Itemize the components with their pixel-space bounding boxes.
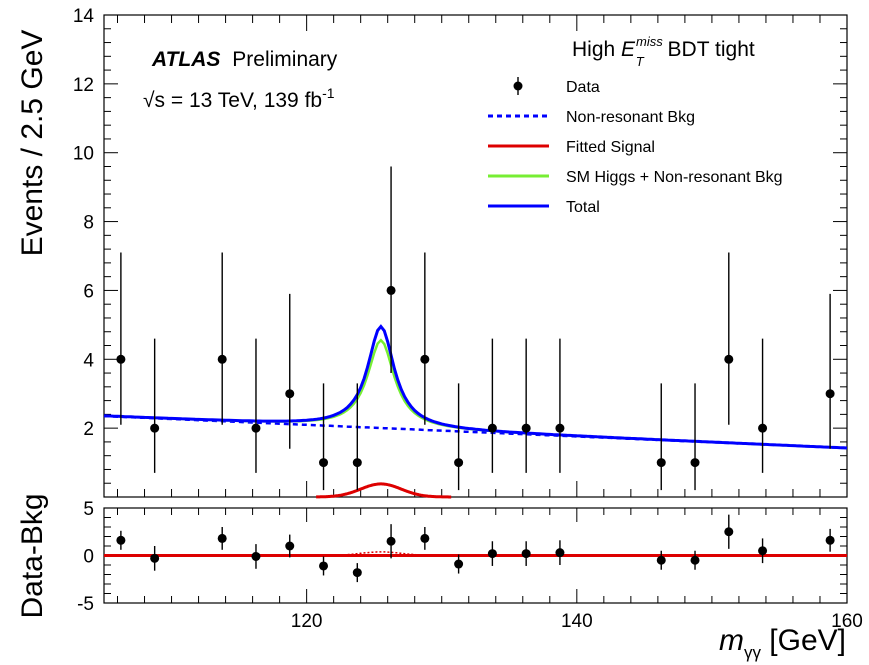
ratio-data-point xyxy=(690,555,700,565)
ratio-data-point xyxy=(352,568,362,578)
atlas-label: ATLAS Preliminary xyxy=(151,48,338,71)
legend-data-marker xyxy=(513,81,523,91)
ratio-data-point xyxy=(656,555,666,565)
main-data-point xyxy=(217,354,227,364)
main-y-tick-label: 8 xyxy=(83,213,94,234)
legend-label: Non-resonant Bkg xyxy=(566,109,695,126)
main-y-tick-label: 14 xyxy=(73,6,95,27)
nonresonant-bkg-curve xyxy=(103,414,848,450)
ratio-data-point xyxy=(116,535,126,545)
ratio-data-point xyxy=(150,553,160,563)
ratio-data-points xyxy=(116,514,835,583)
category-superscript: miss xyxy=(636,34,663,49)
ratio-y-axis-title: Data-Bkg xyxy=(16,493,49,618)
main-fit-curves xyxy=(103,324,848,499)
main-data-point xyxy=(825,389,835,399)
main-data-point xyxy=(487,423,497,433)
category-suffix: BDT tight xyxy=(662,38,755,61)
main-y-tick-label: 6 xyxy=(83,281,94,302)
ratio-data-point xyxy=(217,533,227,543)
energy-lumi-label: √s = 13 TeV, 139 fb-1 xyxy=(143,85,335,112)
ratio-y-tick-label: -5 xyxy=(77,594,94,615)
ratio-x-tick-label: 120 xyxy=(291,611,323,632)
main-y-tick-label: 10 xyxy=(73,144,94,165)
main-data-point xyxy=(116,354,126,364)
main-data-point xyxy=(352,458,362,468)
main-data-point xyxy=(386,285,396,295)
atlas-logo-text: ATLAS xyxy=(151,48,220,71)
lumi-exponent: -1 xyxy=(322,85,335,101)
main-data-point xyxy=(150,423,160,433)
fitted-signal-curve xyxy=(316,482,452,499)
category-label: High Emiss T BDT tight xyxy=(572,34,755,69)
ratio-x-tick-label: 140 xyxy=(561,611,593,632)
ratio-x-tick-label: 160 xyxy=(831,611,863,632)
ratio-data-point xyxy=(386,536,396,546)
main-data-point xyxy=(758,423,768,433)
legend-label: Total xyxy=(566,199,600,216)
main-data-points xyxy=(116,166,835,491)
ratio-data-point xyxy=(454,559,464,569)
main-data-point xyxy=(251,423,261,433)
atlas-preliminary-text: Preliminary xyxy=(232,48,338,71)
x-axis-title: mγγ [GeV] xyxy=(719,624,846,662)
ratio-data-point xyxy=(825,535,835,545)
main-y-tick-label: 2 xyxy=(83,419,94,440)
total-curve xyxy=(103,324,848,450)
main-data-point xyxy=(690,458,700,468)
ratio-data-point xyxy=(487,549,497,559)
ratio-data-point xyxy=(420,533,430,543)
main-plot-frame xyxy=(103,14,848,498)
main-y-tick-label: 12 xyxy=(73,75,94,96)
main-data-point xyxy=(285,389,295,399)
category-subscript: T xyxy=(636,54,645,69)
ratio-data-point xyxy=(285,541,295,551)
ratio-y-tick-label: 0 xyxy=(83,547,94,568)
category-e-symbol: E xyxy=(621,38,636,61)
legend-label: Data xyxy=(566,79,600,96)
main-data-point xyxy=(454,458,464,468)
ratio-data-point xyxy=(319,561,329,571)
ratio-data-point xyxy=(724,527,734,537)
main-data-point xyxy=(319,458,329,468)
ratio-axis-ticks: -5 0 5 120 140 160 xyxy=(77,499,863,632)
ratio-data-point xyxy=(758,546,768,556)
ratio-signal-curve xyxy=(279,551,483,557)
category-prefix: High xyxy=(572,38,621,61)
energy-lumi-text: √s = 13 TeV, 139 fb xyxy=(143,89,322,112)
main-axis-ticks: 2 4 6 8 10 12 14 xyxy=(73,6,847,497)
main-data-point xyxy=(420,354,430,364)
ratio-data-point xyxy=(555,548,565,558)
main-y-axis-title: Events / 2.5 GeV xyxy=(16,30,49,257)
legend-label: SM Higgs + Non-resonant Bkg xyxy=(566,169,783,186)
main-data-point xyxy=(724,354,734,364)
legend: Data Non-resonant Bkg Fitted Signal SM Higg… xyxy=(488,77,783,216)
ratio-data-point xyxy=(251,551,261,561)
main-data-point xyxy=(555,423,565,433)
legend-label: Fitted Signal xyxy=(566,139,655,156)
main-y-tick-label: 4 xyxy=(83,350,94,371)
ratio-data-point xyxy=(521,549,531,559)
ratio-y-tick-label: 5 xyxy=(83,499,94,520)
main-data-point xyxy=(656,458,666,468)
main-data-point xyxy=(521,423,531,433)
ratio-fit-curves xyxy=(104,551,847,557)
